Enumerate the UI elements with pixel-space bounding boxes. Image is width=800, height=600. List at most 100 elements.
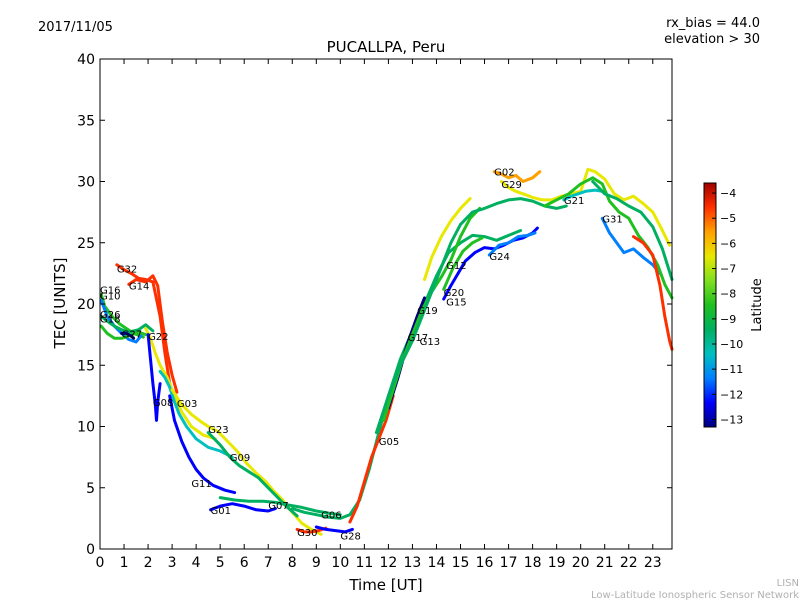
x-tick-label: 6 — [240, 555, 249, 571]
series-line-g24 — [487, 231, 537, 257]
satellite-label: G32 — [117, 264, 137, 275]
colorbar-tick-label: −12 — [720, 388, 743, 401]
satellite-label: G10 — [100, 291, 120, 302]
colorbar-tick-label: −7 — [720, 263, 736, 276]
x-tick-label: 5 — [216, 555, 225, 571]
series-line-g13 — [374, 197, 568, 435]
satellite-label: G30 — [297, 528, 317, 539]
y-tick-label: 20 — [77, 297, 95, 313]
x-tick-label: 0 — [96, 555, 105, 571]
x-tick-label: 2 — [144, 555, 153, 571]
x-tick-label: 12 — [379, 555, 397, 571]
y-axis-ticks: 0 5 10 15 20 25 30 35 40 — [77, 52, 672, 558]
satellite-label: G08 — [153, 398, 173, 409]
series-line-g11 — [168, 394, 237, 495]
date-label: 2017/11/05 — [38, 20, 113, 35]
colorbar-ticks: −4 −5 −6 −7 −8 −9 −10 −11 −12 −13 — [712, 187, 743, 426]
x-tick-label: 3 — [168, 555, 177, 571]
colorbar-tick-label: −11 — [720, 363, 743, 376]
series-line — [632, 235, 674, 351]
x-tick-label: 16 — [476, 555, 494, 571]
series-line-g18 — [99, 324, 148, 340]
colorbar-tick-label: −4 — [720, 187, 736, 200]
y-tick-label: 40 — [77, 52, 95, 68]
colorbar-tick-label: −8 — [720, 288, 736, 301]
satellite-label: G18 — [100, 315, 120, 326]
y-tick-label: 25 — [77, 236, 95, 252]
y-axis-label: TEC [UNITS] — [51, 258, 69, 350]
satellite-label: G09 — [230, 453, 250, 464]
x-tick-label: 10 — [331, 555, 349, 571]
y-tick-label: 0 — [86, 542, 95, 558]
satellite-label: G03 — [177, 399, 197, 410]
x-tick-label: 23 — [644, 555, 662, 571]
satellite-label: G15 — [446, 298, 466, 309]
chart-title: PUCALLPA, Peru — [327, 38, 446, 56]
x-axis-ticks: 0 1 2 3 4 5 6 7 8 9 10 11 12 13 14 15 16 17 18 19 20 21 22 23 — [96, 59, 662, 571]
series-line-g01 — [209, 502, 277, 513]
satellite-label: G19 — [417, 306, 437, 317]
x-tick-label: 13 — [404, 555, 422, 571]
series-line-g21 — [562, 188, 604, 202]
colorbar-tick-label: −13 — [720, 413, 743, 426]
satellite-label: G23 — [208, 425, 228, 436]
series-line-g29 — [499, 167, 672, 247]
x-tick-label: 22 — [620, 555, 638, 571]
satellite-label: G13 — [420, 337, 440, 348]
colorbar — [703, 182, 717, 428]
series-layer — [99, 167, 674, 536]
satellite-label: G06 — [321, 511, 341, 522]
x-tick-label: 17 — [500, 555, 518, 571]
series-line-g12 — [423, 197, 472, 281]
x-axis-label: Time [UT] — [348, 576, 422, 594]
series-line-g05 — [348, 394, 395, 524]
x-tick-label: 18 — [524, 555, 542, 571]
series-line-g26 — [99, 314, 155, 334]
satellite-label: G29 — [501, 180, 521, 191]
satellite-label: G16 — [100, 285, 120, 296]
series-line-g07 — [218, 496, 342, 517]
satellite-label: G14 — [129, 282, 149, 293]
y-tick-label: 30 — [77, 175, 95, 191]
x-tick-label: 11 — [355, 555, 373, 571]
colorbar-tick-label: −5 — [720, 212, 736, 225]
y-tick-label: 5 — [86, 481, 95, 497]
satellite-label: G05 — [379, 437, 399, 448]
x-tick-label: 14 — [428, 555, 446, 571]
satellite-label: G20 — [444, 288, 464, 299]
x-tick-label: 21 — [596, 555, 614, 571]
y-tick-label: 15 — [77, 358, 95, 374]
x-tick-label: 1 — [120, 555, 129, 571]
satellite-label: G11 — [191, 479, 211, 490]
series-line-g27 — [120, 331, 136, 340]
plot-frame — [99, 58, 673, 550]
colorbar-label: Latitude — [750, 278, 765, 332]
series-line-g20 — [442, 236, 484, 291]
series-line-g31 — [600, 216, 662, 275]
bias-label: rx_bias = 44.0 — [666, 16, 760, 31]
x-tick-label: 9 — [312, 555, 321, 571]
satellite-label: G12 — [446, 261, 466, 272]
x-tick-label: 4 — [192, 555, 201, 571]
series-line-g02 — [492, 170, 542, 183]
colorbar-tick-label: −9 — [720, 313, 736, 326]
x-tick-label: 15 — [452, 555, 470, 571]
series-line — [591, 180, 674, 281]
satellite-label: G21 — [564, 196, 584, 207]
series-line-g06 — [290, 229, 523, 520]
y-tick-label: 35 — [77, 113, 95, 129]
series-line-g03 — [158, 369, 234, 459]
footer-org-short: LISN — [777, 578, 799, 589]
satellite-label: G01 — [211, 506, 231, 517]
satellite-label: G07 — [268, 501, 288, 512]
satellite-label: G24 — [489, 252, 509, 263]
series-line — [543, 176, 674, 300]
satellite-label: G22 — [148, 332, 168, 343]
y-tick-label: 10 — [77, 420, 95, 436]
x-tick-label: 8 — [288, 555, 297, 571]
x-tick-label: 19 — [548, 555, 566, 571]
series-line-g22 — [144, 327, 217, 441]
colorbar-tick-label: −10 — [720, 338, 743, 351]
